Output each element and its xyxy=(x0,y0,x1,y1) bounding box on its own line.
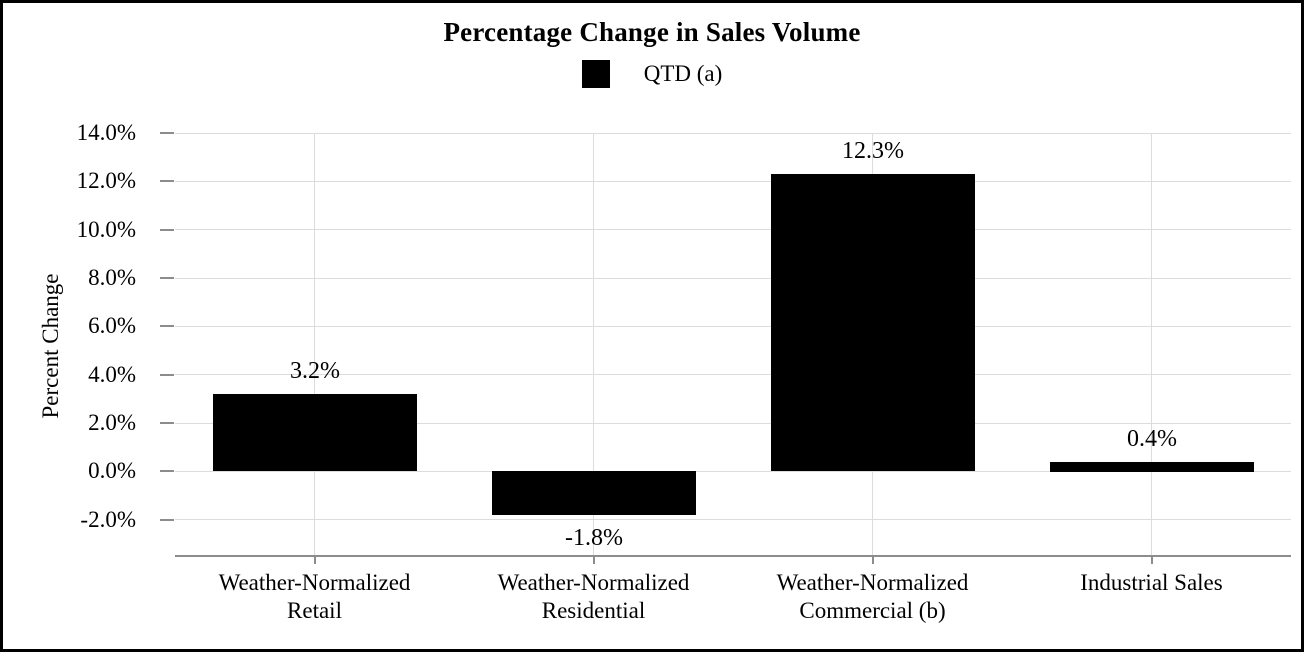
x-category-label: Industrial Sales xyxy=(982,569,1302,597)
x-category-label-line: Weather-Normalized xyxy=(218,570,411,595)
h-gridline xyxy=(175,132,1291,134)
y-tick-label: -2.0% xyxy=(80,506,136,532)
y-axis-title: Percent Change xyxy=(38,273,63,419)
x-category-label-line: Weather-Normalized xyxy=(497,570,690,595)
v-gridline xyxy=(1151,133,1152,556)
chart-title: Percentage Change in Sales Volume xyxy=(443,17,861,47)
y-tick-label: 10.0% xyxy=(76,216,136,242)
y-axis-tick xyxy=(160,180,174,183)
y-axis-tick xyxy=(160,518,174,521)
x-category-label: Weather-Normalized Commercial (b) xyxy=(703,569,1043,625)
x-axis-tick xyxy=(871,556,874,564)
bar-0 xyxy=(213,394,417,471)
legend: QTD (a) xyxy=(3,60,1301,88)
v-gridline xyxy=(314,133,315,556)
x-axis-tick xyxy=(313,556,316,564)
bar-value-label: 0.4% xyxy=(1127,426,1177,452)
h-gridline xyxy=(175,325,1291,327)
y-axis-tick xyxy=(160,325,174,328)
h-gridline xyxy=(175,229,1291,231)
y-tick-label: 6.0% xyxy=(88,313,136,339)
y-tick-label: 8.0% xyxy=(88,265,136,291)
h-gridline xyxy=(175,277,1291,279)
y-axis-tick xyxy=(160,422,174,425)
x-category-label: Weather-Normalized Retail xyxy=(145,569,485,625)
x-category-label-line: Industrial Sales xyxy=(1080,570,1223,595)
bar-value-label: 3.2% xyxy=(290,358,340,384)
y-tick-label: 14.0% xyxy=(76,120,136,145)
x-category-label-line: Residential xyxy=(541,598,646,623)
h-gridline xyxy=(175,422,1291,424)
y-axis-tick xyxy=(160,373,174,376)
y-axis-tick xyxy=(160,228,174,231)
x-category-label-line: Retail xyxy=(287,598,342,623)
bar-1 xyxy=(492,471,696,515)
x-axis-tick xyxy=(1150,556,1153,564)
bar-2 xyxy=(771,174,975,471)
v-gridline xyxy=(593,133,594,556)
y-tick-label: 4.0% xyxy=(88,361,136,387)
y-tick-label: 0.0% xyxy=(88,458,136,484)
legend-label-qtd: QTD (a) xyxy=(643,61,723,86)
y-axis-tick xyxy=(160,277,174,280)
y-tick-label: 12.0% xyxy=(76,168,136,194)
x-axis-line xyxy=(175,555,1291,557)
bar-value-label: 12.3% xyxy=(842,138,904,164)
h-gridline xyxy=(175,374,1291,376)
x-axis-tick xyxy=(592,556,595,564)
h-gridline xyxy=(175,519,1291,521)
bar-value-label: -1.8% xyxy=(565,525,623,551)
plot-area: 3.2% -1.8% 12.3% 0.4% xyxy=(175,132,1291,557)
h-gridline xyxy=(175,470,1291,472)
x-category-label: Weather-Normalized Residential xyxy=(424,569,764,625)
h-gridline xyxy=(175,180,1291,182)
y-axis-tick xyxy=(160,470,174,473)
legend-swatch-qtd xyxy=(581,60,610,88)
y-axis-tick xyxy=(160,132,174,134)
x-category-label-line: Commercial (b) xyxy=(799,598,946,623)
y-tick-label: 2.0% xyxy=(88,410,136,436)
x-category-label-line: Weather-Normalized xyxy=(776,570,969,595)
bar-3 xyxy=(1050,462,1254,472)
